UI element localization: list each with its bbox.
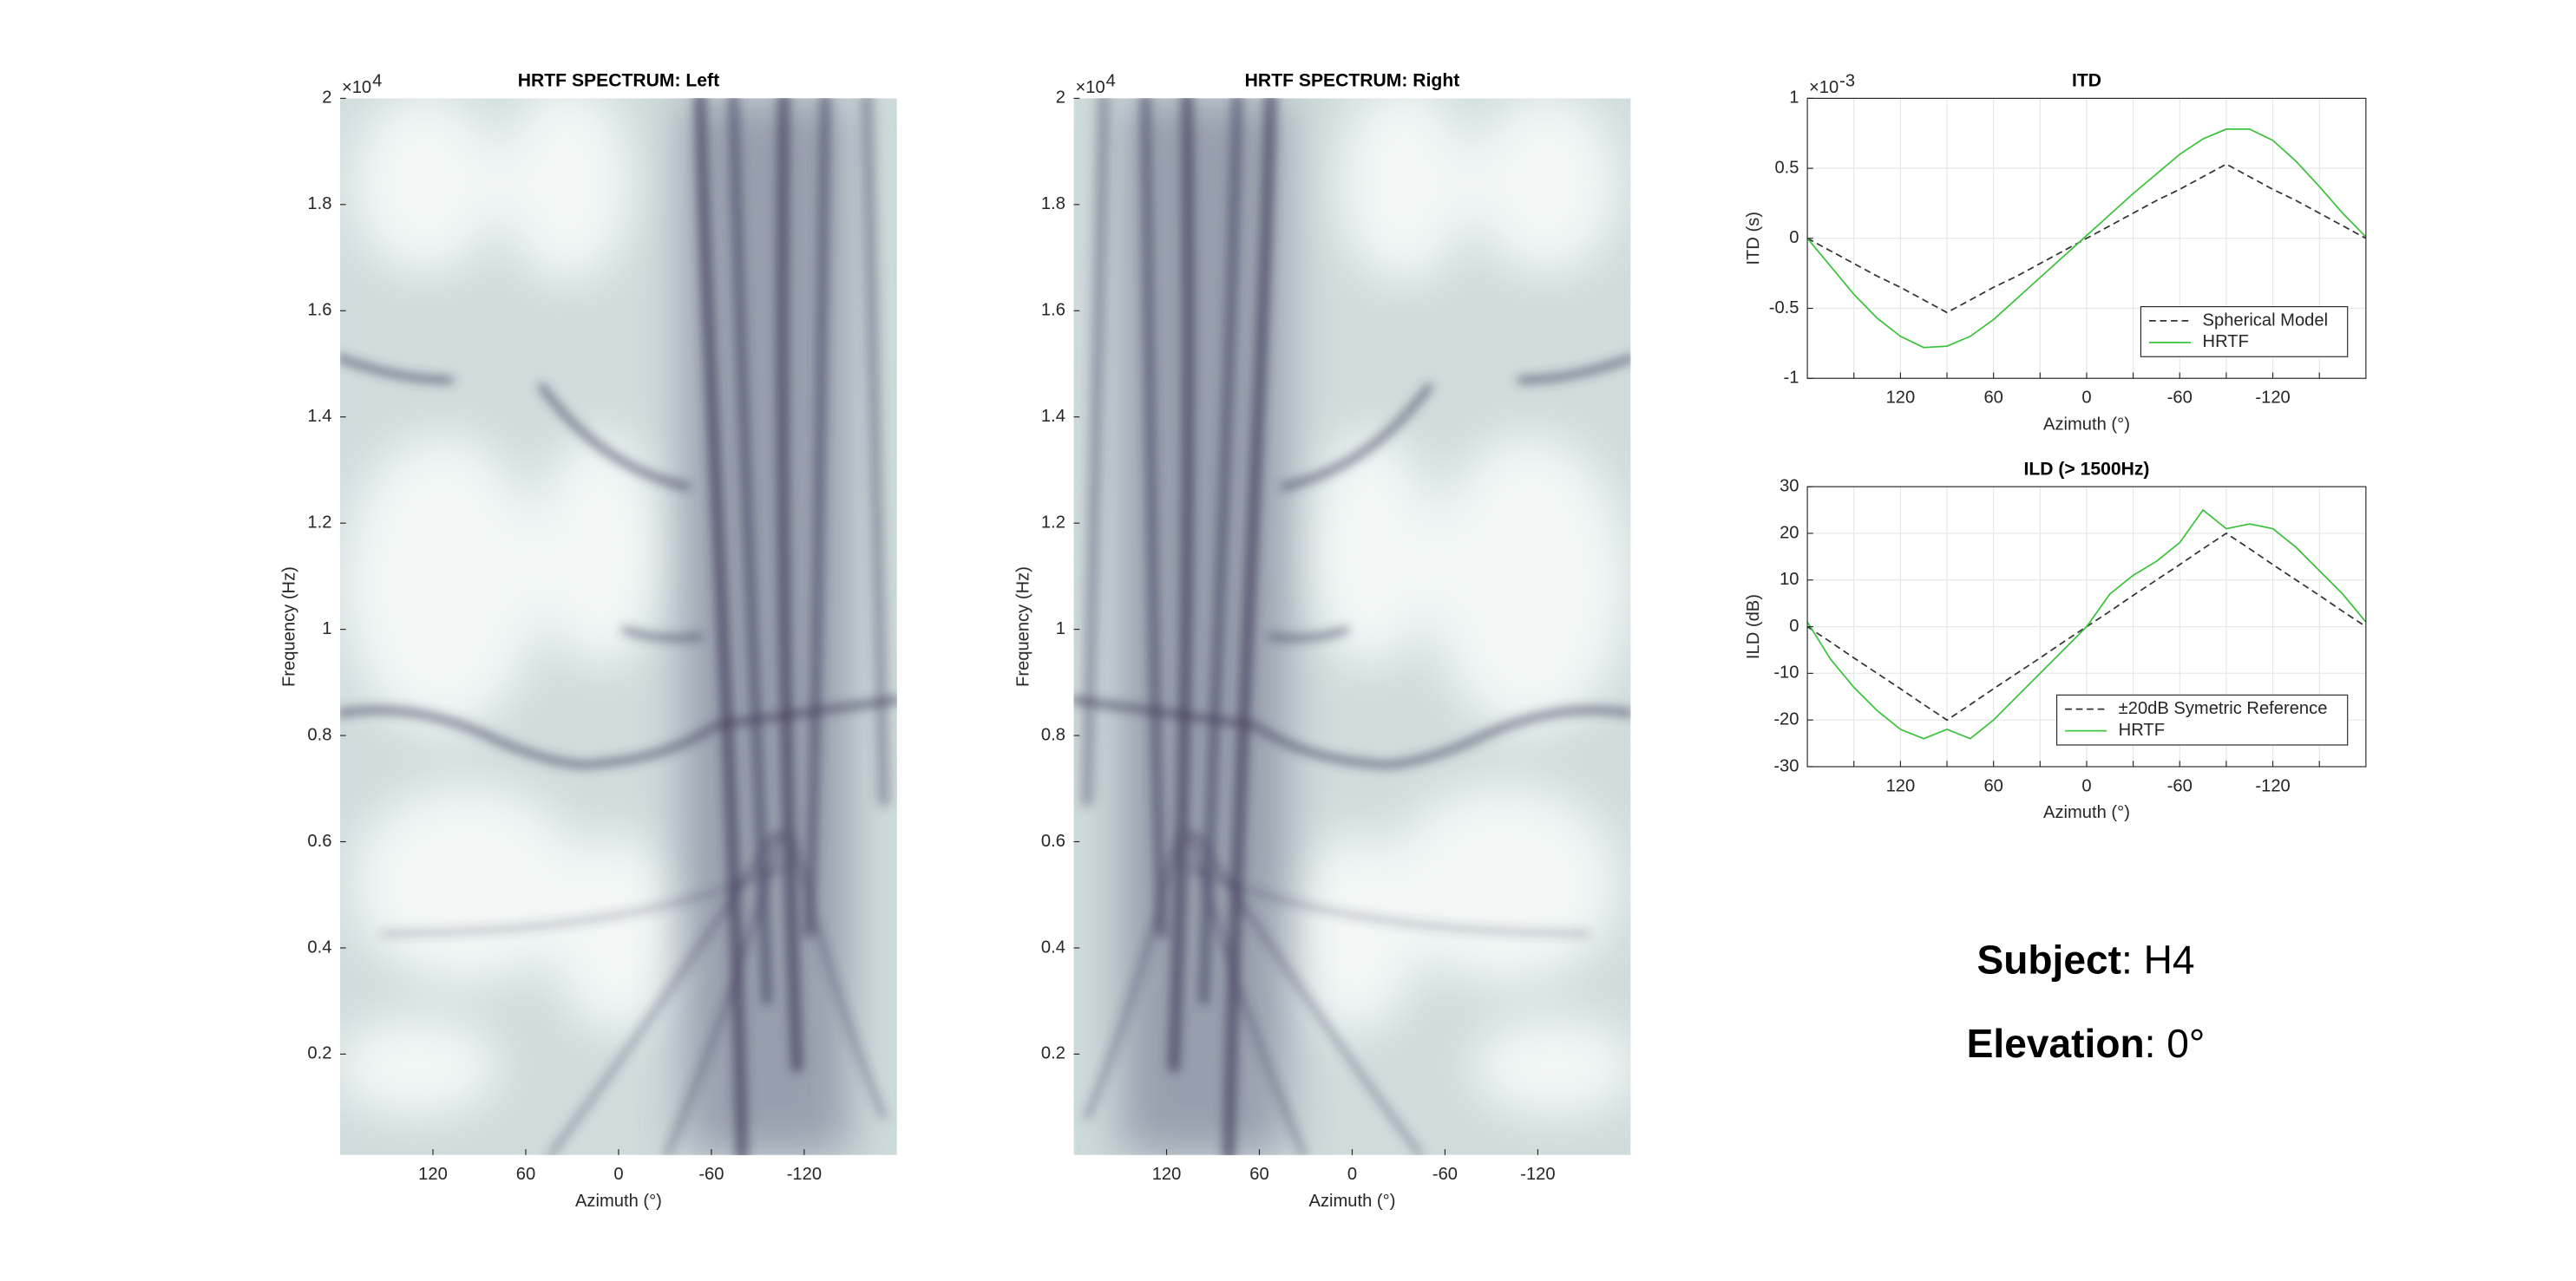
line-series: [1806, 128, 2367, 349]
y-tick-label: -30: [1773, 756, 1799, 775]
heatmap-texture: [340, 98, 897, 1155]
x-axis-label: Azimuth (°): [2043, 415, 2130, 434]
x-tick-label: 0: [1347, 1165, 1357, 1184]
y-tick-label: -0.5: [1769, 298, 1799, 317]
y-tick-label: 0.8: [1041, 725, 1065, 744]
y-axis-label: ILD (dB): [1744, 594, 1763, 659]
y-tick-label: 0.6: [1041, 832, 1065, 851]
y-tick-label: 0.4: [307, 938, 331, 957]
y-tick-label: 1.8: [307, 194, 331, 213]
y-tick-label: 1.6: [307, 301, 331, 320]
chart-title: ITD: [2072, 71, 2101, 91]
info-value: : 0°: [2145, 1021, 2206, 1066]
legend-label: HRTF: [2119, 721, 2165, 740]
axis-multiplier-exponent: -3: [1839, 71, 1855, 90]
x-tick-label: -60: [1432, 1165, 1458, 1184]
x-axis-label: Azimuth (°): [575, 1192, 662, 1211]
y-tick-label: 1.4: [1041, 407, 1065, 426]
y-tick-label: -20: [1773, 709, 1799, 729]
x-tick-label: 120: [1886, 776, 1916, 795]
x-tick-label: -120: [1520, 1165, 1555, 1184]
y-tick-label: 1.6: [1041, 301, 1065, 320]
x-tick-label: 120: [1886, 389, 1916, 408]
line-series: [1806, 163, 2367, 314]
y-tick-label: 1: [1789, 88, 1799, 108]
y-tick-label: -10: [1773, 663, 1799, 683]
x-tick-label: 60: [516, 1165, 535, 1184]
y-tick-label: 1.4: [307, 407, 331, 426]
x-axis-label: Azimuth (°): [1309, 1192, 1396, 1211]
info-text: Subject: H4: [1976, 938, 2194, 983]
line-series: [1806, 508, 2367, 740]
y-axis-label: ITD (s): [1744, 212, 1763, 265]
legend-label: ±20dB Symetric Reference: [2119, 699, 2328, 718]
y-tick-label: 0.5: [1774, 158, 1799, 177]
chart-title: HRTF SPECTRUM: Left: [518, 71, 719, 91]
x-tick-label: -60: [2167, 776, 2193, 795]
chart: 120 60 0 -60 -120 -1 -0.5 0 0.5 1 ITD Azimuth (°) IT…: [1744, 71, 2367, 434]
heatmap-shapes: [340, 98, 897, 1155]
x-tick-label: -60: [2167, 389, 2193, 408]
x-tick-label: 60: [1983, 776, 2002, 795]
y-tick-label: 20: [1780, 523, 1799, 542]
info-label: Subject: [1976, 938, 2121, 983]
x-tick-label: -120: [787, 1165, 822, 1184]
y-axis-label: Frequency (Hz): [1013, 566, 1032, 687]
x-tick-label: 120: [418, 1165, 448, 1184]
legend-box: [2056, 694, 2349, 746]
y-tick-label: 10: [1780, 570, 1799, 589]
legend-box: [2140, 306, 2349, 357]
y-tick-label: 0.2: [1041, 1044, 1065, 1063]
info-text: Elevation: 0°: [1967, 1021, 2206, 1066]
axis-multiplier: ×10: [1809, 78, 1839, 97]
axis-multiplier: ×10: [1075, 78, 1104, 97]
x-tick-label: 120: [1152, 1165, 1182, 1184]
y-tick-label: 0.2: [307, 1044, 331, 1063]
y-tick-label: 1: [322, 619, 331, 638]
y-tick-label: 0.6: [307, 832, 331, 851]
y-tick-label: 1.2: [1041, 513, 1065, 532]
y-tick-label: 0.4: [1041, 938, 1065, 957]
info-value: : H4: [2121, 938, 2195, 983]
x-tick-label: -60: [698, 1165, 724, 1184]
chart-title: HRTF SPECTRUM: Right: [1245, 71, 1460, 91]
heatmap-shapes: [1074, 83, 1638, 1155]
x-tick-label: 0: [2081, 776, 2091, 795]
chart: 120 60 0 -60 -120 -30 -20 -10 0 10 20 30 ILD (> 1500…: [1744, 459, 2367, 822]
y-tick-label: 2: [1056, 88, 1065, 108]
info-label: Elevation: [1967, 1021, 2145, 1066]
x-tick-label: 60: [1249, 1165, 1268, 1184]
heatmap-texture: [1074, 83, 1638, 1155]
legend-label: HRTF: [2203, 332, 2249, 351]
legend-label: Spherical Model: [2203, 310, 2329, 330]
x-tick-label: -120: [2255, 776, 2290, 795]
chart: 120 60 0 -60 -120 0.2 0.4 0.6 0.8 1 1.2 1.4 1.6 1.8 2 H…: [280, 71, 822, 1211]
x-axis-label: Azimuth (°): [2043, 803, 2130, 822]
x-tick-label: 60: [1983, 389, 2002, 408]
chart-title: ILD (> 1500Hz): [2023, 459, 2149, 479]
chart: 120 60 0 -60 -120 0.2 0.4 0.6 0.8 1 1.2 1.4 1.6 1.8 2 H…: [1013, 71, 1555, 1211]
y-axis-label: Frequency (Hz): [280, 566, 299, 687]
axis-multiplier: ×10: [342, 78, 371, 97]
y-tick-label: 1: [1056, 619, 1065, 638]
x-tick-label: 0: [613, 1165, 623, 1184]
y-tick-label: -1: [1784, 369, 1799, 388]
y-tick-label: 1.8: [1041, 194, 1065, 213]
x-tick-label: 0: [2081, 389, 2091, 408]
y-tick-label: 2: [322, 88, 331, 108]
axis-multiplier-exponent: 4: [372, 71, 382, 90]
x-tick-label: -120: [2255, 389, 2290, 408]
y-tick-label: 0: [1789, 228, 1799, 247]
axis-multiplier-exponent: 4: [1106, 71, 1116, 90]
line-series: [1806, 532, 2367, 722]
y-tick-label: 1.2: [307, 513, 331, 532]
y-tick-label: 0.8: [307, 725, 331, 744]
y-tick-label: 30: [1780, 476, 1799, 495]
y-tick-label: 0: [1789, 617, 1799, 636]
